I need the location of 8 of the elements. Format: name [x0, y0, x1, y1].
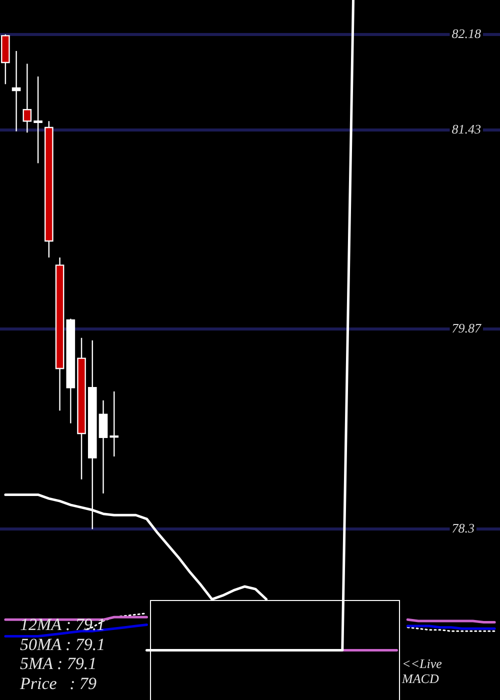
- annotation: Price : 79: [20, 674, 98, 693]
- annotation: 50MA : 79.1: [20, 634, 106, 654]
- y-tick-label: 78.3: [452, 520, 475, 536]
- annotation: 5MA : 79.1: [20, 654, 98, 674]
- annotation: <<Live MACD: [402, 656, 443, 686]
- y-tick-label: 82.18: [452, 26, 482, 41]
- y-tick-label: 79.87: [452, 320, 482, 336]
- y-tick-label: 81.43: [452, 121, 482, 136]
